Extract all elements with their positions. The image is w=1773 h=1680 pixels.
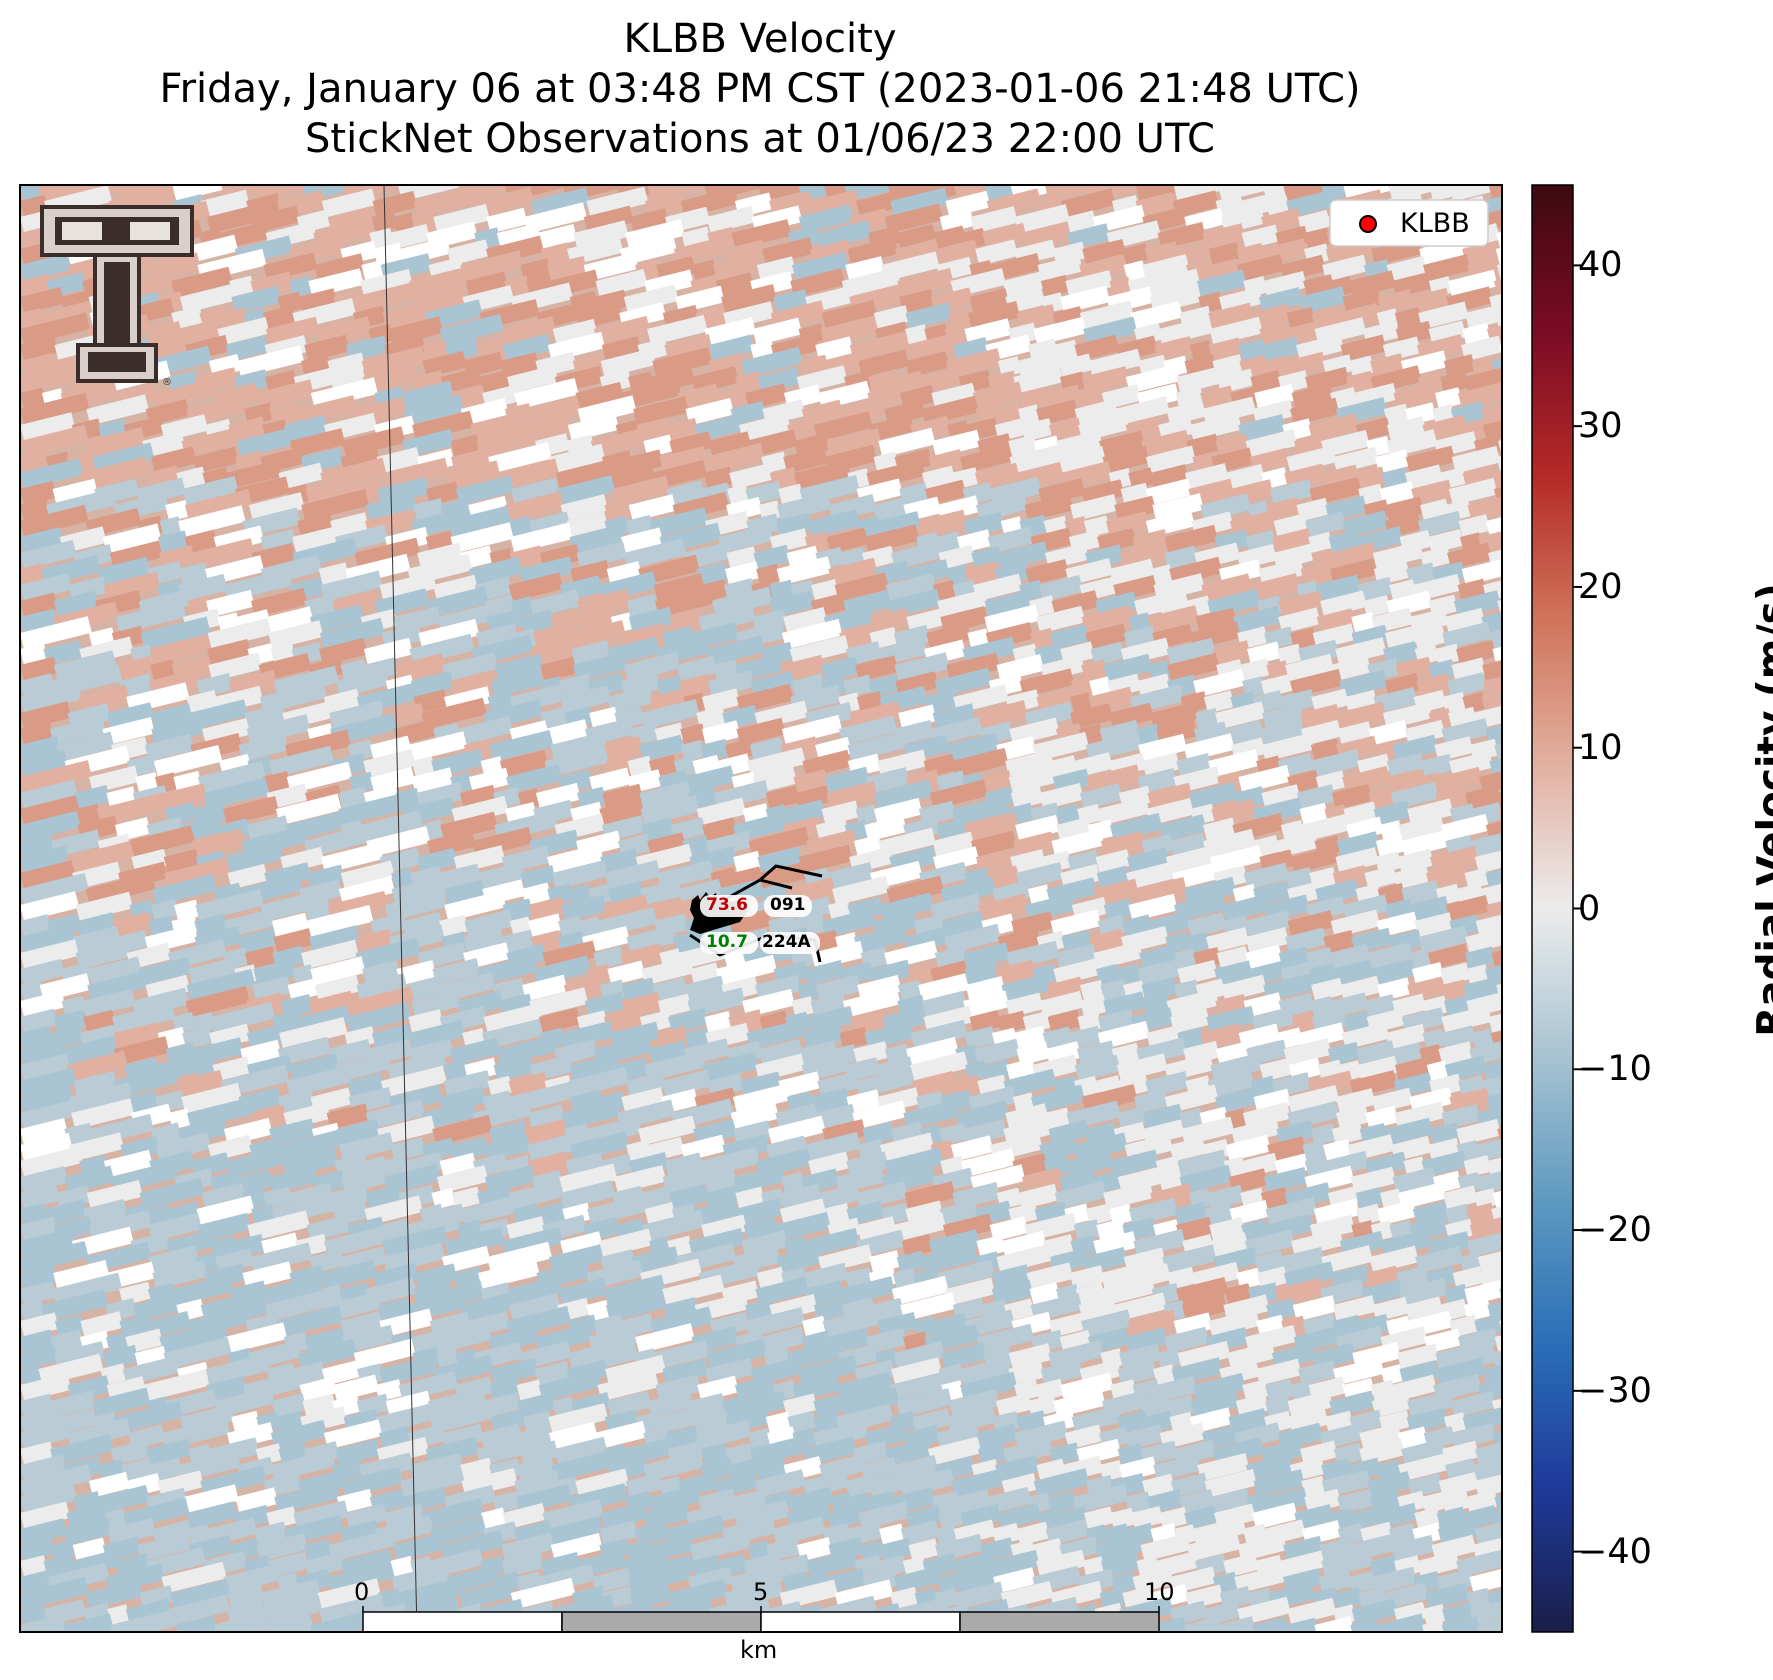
station-id-224A: 224A	[762, 932, 811, 952]
scale-unit: km	[740, 1636, 778, 1664]
county-boundary-line	[383, 184, 418, 1633]
colorbar-tick-label: −40	[1578, 1531, 1652, 1572]
colorbar-tick-label: −10	[1578, 1049, 1652, 1090]
map-legend	[1329, 199, 1489, 247]
scale-label-0: 0	[354, 1578, 370, 1606]
map-subtitle-time: Friday, January 06 at 03:48 PM CST (2023…	[159, 66, 1361, 112]
colorbar-label: Radial Velocity (m/s)	[1750, 583, 1773, 1037]
colorbar-tick-label: 0	[1578, 888, 1601, 929]
colorbar-tick-label: −30	[1578, 1370, 1652, 1411]
colorbar	[1531, 184, 1582, 1633]
map-frame	[19, 184, 1503, 1633]
stickNet-observations	[689, 864, 823, 963]
station-value-224A: 10.7	[706, 932, 748, 952]
colorbar-tick-label: 20	[1578, 566, 1623, 607]
colorbar-tick-label: 10	[1578, 727, 1623, 768]
texas-tech-double-t-logo: ®	[40, 205, 194, 388]
svg-text:®: ®	[162, 377, 172, 388]
map-title: KLBB Velocity	[623, 16, 897, 62]
scale-label-5: 5	[753, 1578, 769, 1606]
station-value-091: 73.6	[706, 895, 748, 915]
velocity-field	[20, 185, 1502, 1632]
legend-label: KLBB	[1400, 208, 1470, 239]
colorbar-tick-label: 40	[1578, 245, 1623, 286]
map-subtitle-obs: StickNet Observations at 01/06/23 22:00 …	[305, 116, 1215, 162]
radar-site-marker-icon	[1359, 215, 1377, 233]
station-id-091: 091	[770, 895, 806, 915]
colorbar-tick-label: 30	[1578, 406, 1623, 447]
scale-label-10: 10	[1144, 1578, 1175, 1606]
colorbar-tick-label: −20	[1578, 1210, 1652, 1251]
